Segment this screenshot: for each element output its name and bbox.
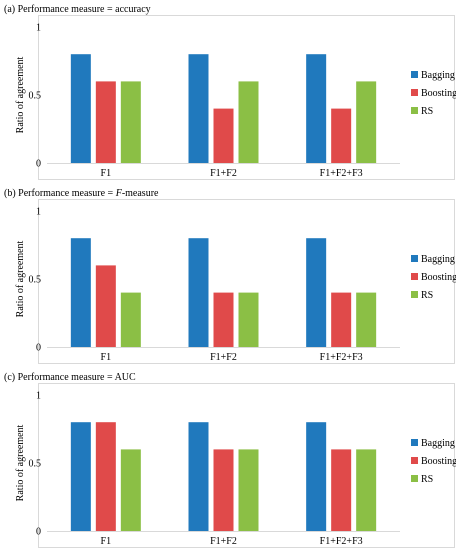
bar-boosting	[213, 449, 234, 531]
bar-bagging	[306, 422, 327, 531]
bar-bagging	[188, 54, 209, 164]
bar-chart-accuracy: 0 0.5 1 Ratio of agreement F1 F1+F2 F1+F2+F3 Ba…	[15, 15, 456, 180]
x-tick-label: F1	[101, 168, 112, 179]
chart-border	[38, 383, 455, 548]
legend-swatch	[411, 291, 418, 298]
chart-title: (b) Performance measure = F-measure	[4, 188, 158, 199]
x-tick-label: F1+F2+F3	[320, 536, 363, 547]
bar-rs	[356, 81, 377, 163]
chart-title: (c) Performance measure = AUC	[4, 372, 136, 383]
legend-label: RS	[421, 290, 433, 301]
chart-title-italic: F	[115, 188, 122, 199]
bar-rs	[120, 449, 141, 531]
bar-boosting	[95, 265, 116, 347]
bar-rs	[120, 292, 141, 347]
bar-chart-f-measure: 0 0.5 1 Ratio of agreement F1 F1+F2 F1+F2+F3 Ba…	[15, 199, 456, 364]
chart-panel-auc: (c) Performance measure = AUC 0 0.5 1 Ratio…	[0, 368, 456, 550]
legend-swatch	[411, 89, 418, 96]
y-axis-label: Ratio of agreement	[15, 424, 26, 501]
bar-bagging	[70, 238, 91, 347]
bar-rs	[238, 81, 259, 163]
bar-rs	[238, 292, 259, 347]
chart-title: (a) Performance measure = accuracy	[4, 4, 151, 15]
y-tick-label: 1	[36, 391, 41, 402]
bar-bagging	[306, 238, 327, 347]
legend-label: Bagging	[421, 254, 455, 265]
bar-boosting	[213, 292, 234, 347]
legend-label: Boosting	[421, 272, 456, 283]
chart-title-prefix: (b) Performance measure =	[4, 188, 116, 199]
y-axis-label: Ratio of agreement	[15, 56, 26, 133]
y-tick-label: 1	[36, 207, 41, 218]
x-tick-label: F1+F2	[210, 536, 237, 547]
bar-rs	[120, 81, 141, 163]
y-axis-label: Ratio of agreement	[15, 240, 26, 317]
legend-swatch	[411, 439, 418, 446]
x-tick-label: F1	[101, 352, 112, 363]
bar-rs	[356, 292, 377, 347]
bar-chart-auc: 0 0.5 1 Ratio of agreement F1 F1+F2 F1+F2+F3 Ba…	[15, 383, 456, 548]
bar-boosting	[213, 108, 234, 163]
x-tick-label: F1+F2+F3	[320, 168, 363, 179]
legend-swatch	[411, 255, 418, 262]
bar-boosting	[331, 292, 352, 347]
legend-label: Bagging	[421, 438, 455, 449]
x-tick-label: F1+F2	[210, 168, 237, 179]
y-tick-label: 0.5	[29, 459, 42, 470]
x-tick-label: F1	[101, 536, 112, 547]
bar-boosting	[331, 108, 352, 163]
legend-label: Boosting	[421, 88, 456, 99]
y-tick-label: 0.5	[29, 275, 42, 286]
legend-swatch	[411, 457, 418, 464]
x-tick-label: F1+F2	[210, 352, 237, 363]
bar-rs	[356, 449, 377, 531]
x-tick-label: F1+F2+F3	[320, 352, 363, 363]
bar-boosting	[95, 81, 116, 163]
y-tick-label: 0	[36, 527, 41, 538]
chart-panel-accuracy: (a) Performance measure = accuracy 0 0.5 1…	[0, 0, 456, 182]
bar-boosting	[331, 449, 352, 531]
legend-swatch	[411, 71, 418, 78]
bar-bagging	[70, 54, 91, 164]
chart-title-suffix: -measure	[121, 188, 159, 199]
legend-swatch	[411, 107, 418, 114]
legend-label: Bagging	[421, 70, 455, 81]
legend-label: RS	[421, 474, 433, 485]
y-tick-label: 1	[36, 23, 41, 34]
legend-label: RS	[421, 106, 433, 117]
bar-bagging	[306, 54, 327, 164]
bar-boosting	[95, 422, 116, 531]
y-tick-label: 0	[36, 343, 41, 354]
legend-label: Boosting	[421, 456, 456, 467]
chart-border	[38, 199, 455, 364]
legend-swatch	[411, 273, 418, 280]
bar-bagging	[70, 422, 91, 531]
chart-panel-f-measure: (b) Performance measure = F-measure 0 0.5…	[0, 184, 456, 366]
bar-bagging	[188, 238, 209, 347]
bar-rs	[238, 449, 259, 531]
chart-border	[38, 15, 455, 180]
y-tick-label: 0	[36, 159, 41, 170]
legend-swatch	[411, 475, 418, 482]
bar-bagging	[188, 422, 209, 531]
y-tick-label: 0.5	[29, 91, 42, 102]
